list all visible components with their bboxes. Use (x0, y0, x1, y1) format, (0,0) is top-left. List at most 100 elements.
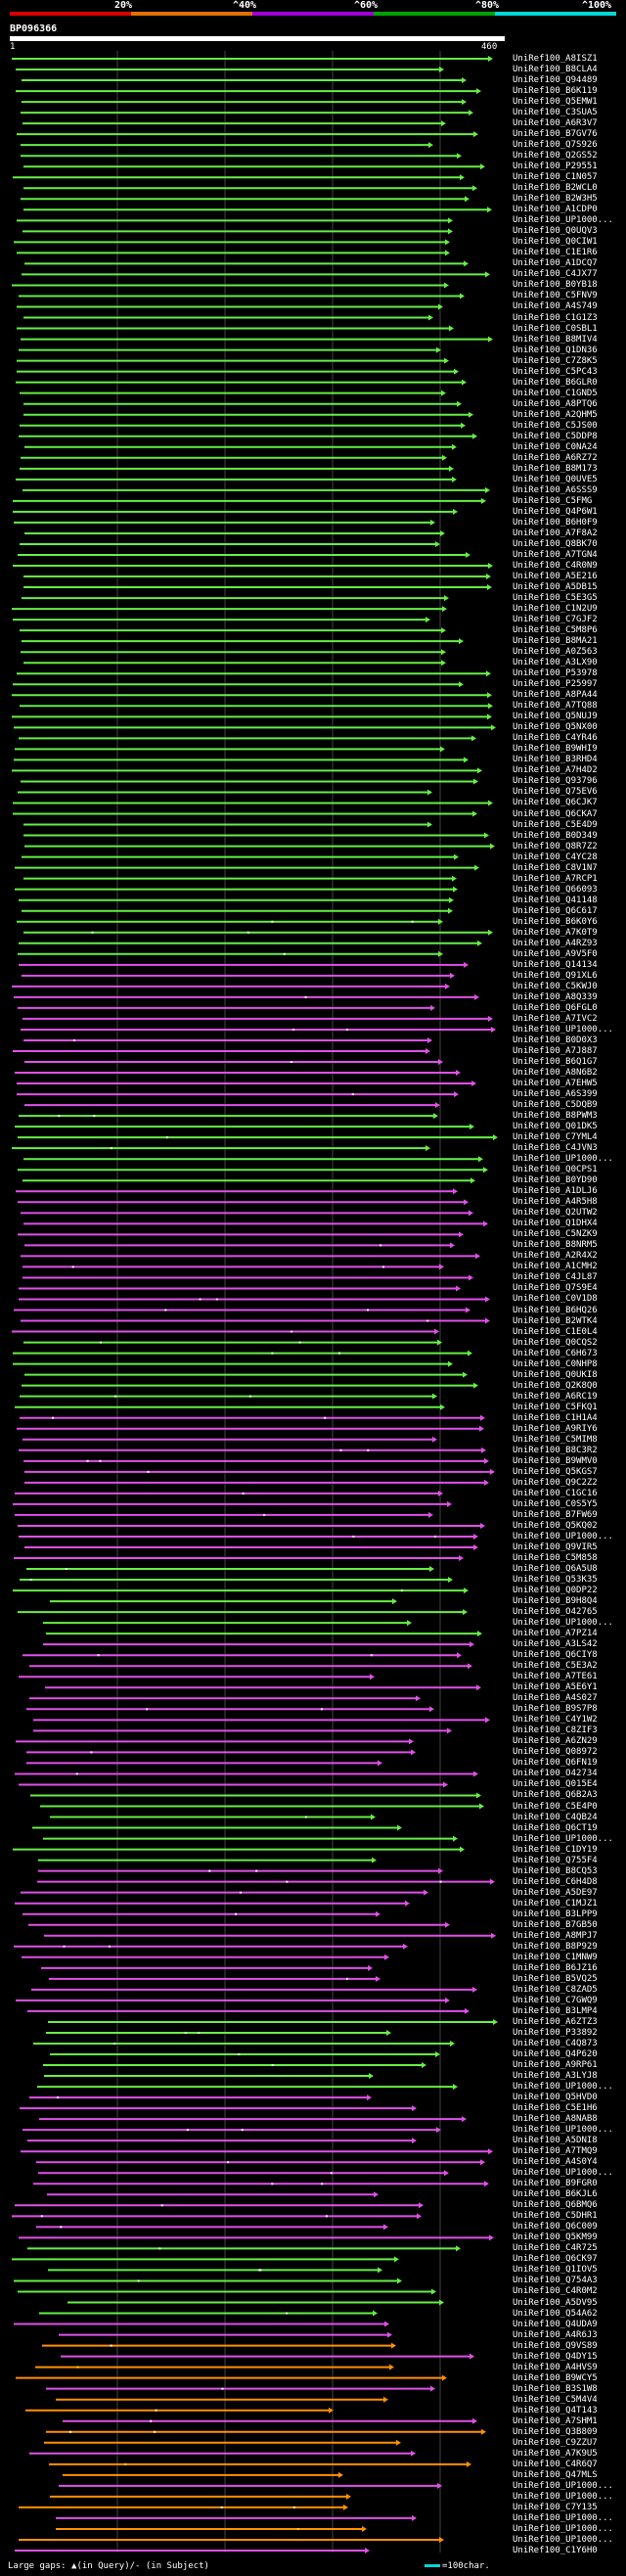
hit-label[interactable]: UniRef100_C5M4V4 (513, 2394, 598, 2405)
hit-label[interactable]: UniRef100_A9RP61 (513, 2060, 598, 2071)
hit-label[interactable]: UniRef100_C1E1R6 (513, 248, 598, 258)
hit-label[interactable]: UniRef100_UP1000... (513, 1531, 613, 1541)
hit-label[interactable]: UniRef100_Q4T143 (513, 2405, 598, 2415)
hit-label[interactable]: UniRef100_C5KWJ0 (513, 981, 598, 991)
hit-label[interactable]: UniRef100_A7EHW5 (513, 1079, 598, 1089)
hit-label[interactable]: UniRef100_Q8BK70 (513, 538, 598, 549)
hit-label[interactable]: UniRef100_Q66093 (513, 884, 598, 895)
hit-label[interactable]: UniRef100_C8V1N7 (513, 862, 598, 873)
hit-label[interactable]: UniRef100_A4R5H8 (513, 1197, 598, 1208)
hit-label[interactable]: UniRef100_Q0CQS2 (513, 1337, 598, 1348)
hit-label[interactable]: UniRef100_Q01DK5 (513, 1122, 598, 1132)
hit-label[interactable]: UniRef100_Q5EMW1 (513, 97, 598, 108)
hit-label[interactable]: UniRef100_B6K0Y6 (513, 916, 598, 927)
hit-label[interactable]: UniRef100_Q9C2Z2 (513, 1477, 598, 1488)
hit-label[interactable]: UniRef100_Q94489 (513, 75, 598, 86)
hit-label[interactable]: UniRef100_UP1000... (513, 1154, 613, 1165)
hit-label[interactable]: UniRef100_C0S5Y5 (513, 1498, 598, 1509)
hit-label[interactable]: UniRef100_A6RZ72 (513, 452, 598, 463)
hit-label[interactable]: UniRef100_B8MA21 (513, 636, 598, 647)
hit-label[interactable]: UniRef100_C0V1D8 (513, 1294, 598, 1305)
hit-label[interactable]: UniRef100_A4S749 (513, 301, 598, 312)
hit-label[interactable]: UniRef100_A3LX90 (513, 658, 598, 668)
hit-label[interactable]: UniRef100_C4R0M2 (513, 2286, 598, 2297)
hit-label[interactable]: UniRef100_UP1000... (513, 2512, 613, 2523)
hit-label[interactable]: UniRef100_O42765 (513, 1607, 598, 1618)
hit-label[interactable]: UniRef100_Q0CPS1 (513, 1165, 598, 1175)
hit-label[interactable]: UniRef100_A1CDP0 (513, 205, 598, 215)
hit-label[interactable]: UniRef100_A4S027 (513, 1693, 598, 1704)
hit-label[interactable]: UniRef100_C0NA24 (513, 441, 598, 452)
hit-label[interactable]: UniRef100_UP1000... (513, 2491, 613, 2502)
hit-label[interactable]: UniRef100_C5NZK9 (513, 1229, 598, 1240)
hit-label[interactable]: UniRef100_Q1DN36 (513, 345, 598, 355)
hit-label[interactable]: UniRef100_B0D0X3 (513, 1035, 598, 1045)
hit-label[interactable]: UniRef100_C4YR46 (513, 733, 598, 744)
hit-label[interactable]: UniRef100_Q5NX00 (513, 722, 598, 733)
hit-label[interactable]: UniRef100_A7IVC2 (513, 1013, 598, 1024)
hit-label[interactable]: UniRef100_UP1000... (513, 1618, 613, 1629)
hit-label[interactable]: UniRef100_Q8R7Z2 (513, 841, 598, 851)
hit-label[interactable]: UniRef100_A7TQ88 (513, 701, 598, 712)
hit-label[interactable]: UniRef100_Q5KM99 (513, 2232, 598, 2243)
hit-label[interactable]: UniRef100_A4S0Y4 (513, 2157, 598, 2168)
hit-label[interactable]: UniRef100_A7K9U5 (513, 2448, 598, 2459)
hit-label[interactable]: UniRef100_Q6FGL0 (513, 1002, 598, 1013)
hit-label[interactable]: UniRef100_Q9VS89 (513, 2340, 598, 2351)
hit-label[interactable]: UniRef100_C1MNW9 (513, 1952, 598, 1962)
hit-label[interactable]: UniRef100_B9WCY5 (513, 2372, 598, 2383)
hit-label[interactable]: UniRef100_Q6CT19 (513, 1822, 598, 1833)
hit-label[interactable]: UniRef100_B2WTK4 (513, 1315, 598, 1326)
hit-label[interactable]: UniRef100_C5JS00 (513, 420, 598, 431)
hit-label[interactable]: UniRef100_C5FNV9 (513, 291, 598, 301)
hit-label[interactable]: UniRef100_UP1000... (513, 215, 613, 226)
hit-label[interactable]: UniRef100_A7RCP1 (513, 873, 598, 884)
hit-label[interactable]: UniRef100_C1DY19 (513, 1844, 598, 1855)
hit-label[interactable]: UniRef100_A1DLJ6 (513, 1186, 598, 1197)
hit-label[interactable]: UniRef100_A8PA44 (513, 690, 598, 701)
hit-label[interactable]: UniRef100_C4QB24 (513, 1812, 598, 1822)
hit-label[interactable]: UniRef100_B6Q1G7 (513, 1057, 598, 1067)
hit-label[interactable]: UniRef100_A7SHM1 (513, 2415, 598, 2426)
hit-label[interactable]: UniRef100_A6ZTZ3 (513, 2016, 598, 2027)
hit-label[interactable]: UniRef100_C4R0N9 (513, 561, 598, 572)
hit-label[interactable]: UniRef100_Q0DP22 (513, 1586, 598, 1596)
hit-label[interactable]: UniRef100_P33892 (513, 2027, 598, 2038)
hit-label[interactable]: UniRef100_A6R3V7 (513, 118, 598, 129)
hit-label[interactable]: UniRef100_C6H673 (513, 1348, 598, 1358)
hit-label[interactable]: UniRef100_B8NRM5 (513, 1240, 598, 1251)
hit-label[interactable]: UniRef100_Q3B809 (513, 2426, 598, 2437)
hit-label[interactable]: UniRef100_C6H4D8 (513, 1876, 598, 1887)
hit-label[interactable]: UniRef100_B2W3H5 (513, 194, 598, 205)
hit-label[interactable]: UniRef100_B6H0F9 (513, 517, 598, 528)
hit-label[interactable]: UniRef100_P29551 (513, 161, 598, 172)
hit-label[interactable]: UniRef100_Q54A62 (513, 2308, 598, 2319)
hit-label[interactable]: UniRef100_B6JZ16 (513, 1962, 598, 1973)
hit-label[interactable]: UniRef100_C7Y135 (513, 2502, 598, 2512)
hit-label[interactable]: UniRef100_C5M8P6 (513, 625, 598, 636)
hit-label[interactable]: UniRef100_A8N6B2 (513, 1068, 598, 1079)
hit-label[interactable]: UniRef100_C1G1Z3 (513, 312, 598, 323)
hit-label[interactable]: UniRef100_A1CMH2 (513, 1262, 598, 1272)
hit-label[interactable]: UniRef100_C4Q873 (513, 2038, 598, 2048)
hit-label[interactable]: UniRef100_P25997 (513, 679, 598, 690)
hit-label[interactable]: UniRef100_UP1000... (513, 2082, 613, 2093)
hit-label[interactable]: UniRef100_Q53K35 (513, 1575, 598, 1586)
hit-label[interactable]: UniRef100_C5FKQ1 (513, 1402, 598, 1412)
hit-label[interactable]: UniRef100_UP1000... (513, 2480, 613, 2491)
hit-label[interactable]: UniRef100_B0D349 (513, 830, 598, 841)
hit-label[interactable]: UniRef100_Q6FN19 (513, 1758, 598, 1769)
hit-label[interactable]: UniRef100_C1E0L4 (513, 1326, 598, 1337)
hit-label[interactable]: UniRef100_B8PWM3 (513, 1111, 598, 1122)
hit-label[interactable]: UniRef100_B9FGR0 (513, 2179, 598, 2189)
hit-label[interactable]: UniRef100_A1DCQ7 (513, 258, 598, 269)
hit-label[interactable]: UniRef100_A7J887 (513, 1045, 598, 1056)
hit-label[interactable]: UniRef100_Q75EV6 (513, 787, 598, 798)
hit-label[interactable]: UniRef100_A0Z563 (513, 647, 598, 658)
hit-label[interactable]: UniRef100_B0YB18 (513, 280, 598, 291)
hit-label[interactable]: UniRef100_A7PZ14 (513, 1629, 598, 1639)
hit-label[interactable]: UniRef100_A5E216 (513, 572, 598, 582)
hit-label[interactable]: UniRef100_Q0UQV3 (513, 226, 598, 237)
hit-label[interactable]: UniRef100_B8M173 (513, 463, 598, 474)
hit-label[interactable]: UniRef100_A9V5F0 (513, 948, 598, 959)
